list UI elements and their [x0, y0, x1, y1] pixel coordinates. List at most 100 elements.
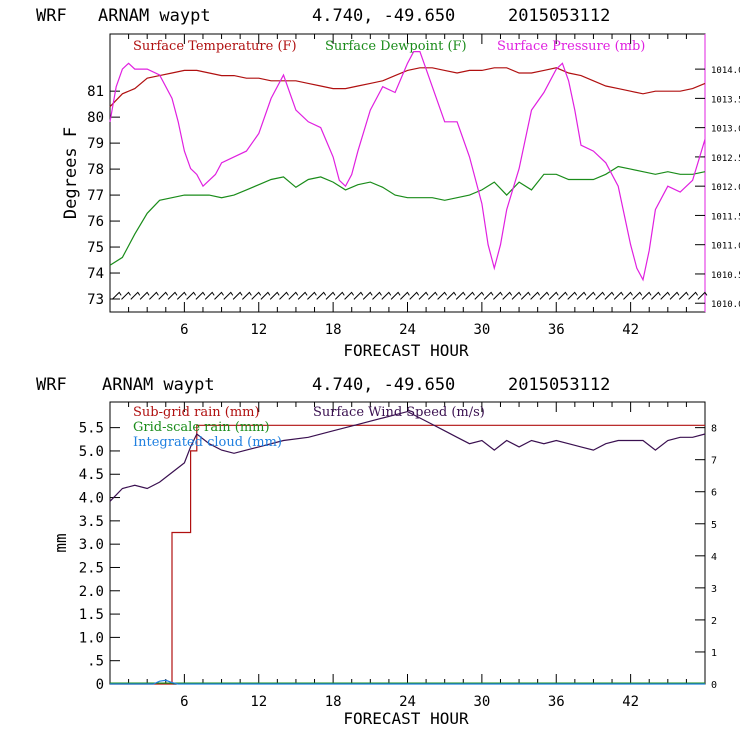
wind-barb	[195, 291, 206, 300]
bottom-x-tick-labels: 6 12 18 24 30 36 42	[180, 694, 639, 710]
y-tick-label: 79	[87, 136, 104, 152]
bottom-series-lines	[109, 410, 706, 685]
y2-tick-label: 1013.0	[711, 125, 740, 135]
y2-tick-label: 5	[711, 520, 717, 531]
wind-barb	[455, 291, 466, 300]
wind-barb	[316, 291, 327, 300]
y2-tick-label: 1011.0	[711, 242, 740, 252]
x-tick-label: 24	[399, 322, 416, 338]
x-tick-label: 42	[622, 694, 639, 710]
wind-barb	[669, 291, 680, 300]
wind-barb	[242, 291, 252, 300]
wind-barb	[149, 291, 159, 300]
wind-barb	[688, 291, 699, 300]
top-x-axis-label: FORECAST HOUR	[343, 341, 469, 360]
wind-barb	[288, 291, 299, 300]
wind-barb	[167, 291, 178, 300]
wind-barb	[558, 291, 568, 300]
legend-entry-integrated-cloud-mm: Integrated cloud (mm)	[133, 435, 282, 450]
wind-barb	[567, 291, 578, 300]
y-tick-label: 78	[87, 162, 104, 178]
bottom-header-model: WRF	[36, 375, 67, 395]
y-tick-label: 81	[87, 84, 104, 100]
bottom-header-run: 2015053112	[508, 375, 610, 395]
top-y2-tick-labels: 1010.0 1010.5 1011.0 1011.5 1012.0 1012.5 1013…	[711, 66, 740, 310]
legend-entry-surface-pressure-mb: Surface Pressure (mb)	[497, 39, 645, 54]
y2-tick-label: 0	[711, 680, 717, 691]
wind-barb	[548, 291, 559, 300]
y2-tick-label: 1011.5	[711, 212, 740, 222]
wind-barb	[651, 291, 661, 300]
bottom-y2-tick-labels: 0 1 2 3 4 5 6 7 8	[711, 424, 717, 691]
y2-tick-label: 8	[711, 424, 717, 435]
wind-barb	[204, 291, 215, 300]
y-tick-label: .5	[87, 654, 104, 670]
x-tick-label: 30	[473, 322, 490, 338]
wind-barb	[678, 291, 689, 300]
wind-barb	[539, 291, 550, 300]
x-tick-label: 18	[325, 322, 342, 338]
y2-tick-label: 3	[711, 584, 717, 595]
wind-barb	[595, 291, 606, 300]
y2-tick-label: 1012.5	[711, 154, 740, 164]
wind-barb	[400, 291, 410, 300]
y-tick-label: 2.5	[79, 560, 104, 576]
wind-barb	[465, 291, 475, 300]
y-tick-label: 5.0	[79, 444, 104, 460]
series-line-surface-dewpoint-f	[109, 165, 706, 266]
legend-entry-surface-wind-speed-m-s: Surface Wind Speed (m/s)	[313, 405, 485, 420]
wind-barb	[390, 291, 401, 300]
y-tick-label: 1.5	[79, 607, 104, 623]
wind-barb	[251, 291, 262, 300]
wind-barb	[372, 291, 382, 300]
x-tick-label: 42	[622, 322, 639, 338]
y2-tick-label: 7	[711, 456, 717, 467]
wind-barb	[585, 291, 596, 300]
wind-barb	[130, 291, 141, 300]
legend-entry-grid-scale-rain-mm: Grid-scale rain (mm)	[133, 420, 270, 435]
top-legend: Surface Temperature (F) Surface Dewpoint …	[133, 39, 645, 54]
top-header-location: ARNAM waypt	[98, 6, 211, 26]
wind-barb	[232, 291, 243, 300]
wind-barb	[520, 291, 531, 300]
legend-entry-surface-temperature-f: Surface Temperature (F)	[133, 39, 297, 54]
wind-barb	[604, 291, 615, 300]
x-tick-label: 36	[548, 322, 565, 338]
wind-barb	[223, 291, 234, 300]
x-tick-label: 6	[180, 694, 188, 710]
y2-tick-label: 4	[711, 552, 717, 563]
wind-barb	[260, 291, 271, 300]
wind-barb	[325, 291, 336, 300]
wind-barb	[474, 291, 485, 300]
top-x-tick-labels: 6 12 18 24 30 36 42	[180, 322, 639, 338]
wind-barb	[502, 291, 513, 300]
y-tick-label: 5.5	[79, 421, 104, 437]
y2-tick-label: 1	[711, 648, 717, 659]
wind-barb	[381, 291, 392, 300]
y2-tick-label: 1013.5	[711, 95, 740, 105]
wind-barb	[697, 291, 708, 300]
x-tick-label: 12	[250, 694, 267, 710]
wind-barb	[214, 291, 224, 300]
wind-barb	[483, 291, 494, 300]
wind-barb	[641, 291, 652, 300]
y-tick-label: 3.5	[79, 514, 104, 530]
y2-tick-label: 1010.0	[711, 300, 740, 310]
bottom-header-coords: 4.740, -49.650	[312, 375, 455, 395]
series-line-surface-pressure-mb	[109, 51, 706, 282]
wind-barb	[269, 291, 280, 300]
legend-entry-surface-dewpoint-f: Surface Dewpoint (F)	[325, 39, 467, 54]
x-tick-label: 18	[325, 694, 342, 710]
wind-barb	[111, 291, 122, 300]
y-tick-label: 74	[87, 266, 104, 282]
bottom-x-axis-label: FORECAST HOUR	[343, 709, 469, 728]
top-chart-header: WRF ARNAM waypt 4.740, -49.650 201505311…	[36, 6, 610, 26]
bottom-header-location: ARNAM waypt	[102, 375, 215, 395]
top-header-model: WRF	[36, 6, 67, 26]
y-tick-label: 80	[87, 110, 104, 126]
top-plot-frame	[109, 33, 706, 313]
series-line-surface-wind-speed-m-s	[109, 410, 706, 502]
y2-tick-label: 1010.5	[711, 271, 740, 281]
series-line-sub-grid-rain-mm	[110, 424, 705, 685]
